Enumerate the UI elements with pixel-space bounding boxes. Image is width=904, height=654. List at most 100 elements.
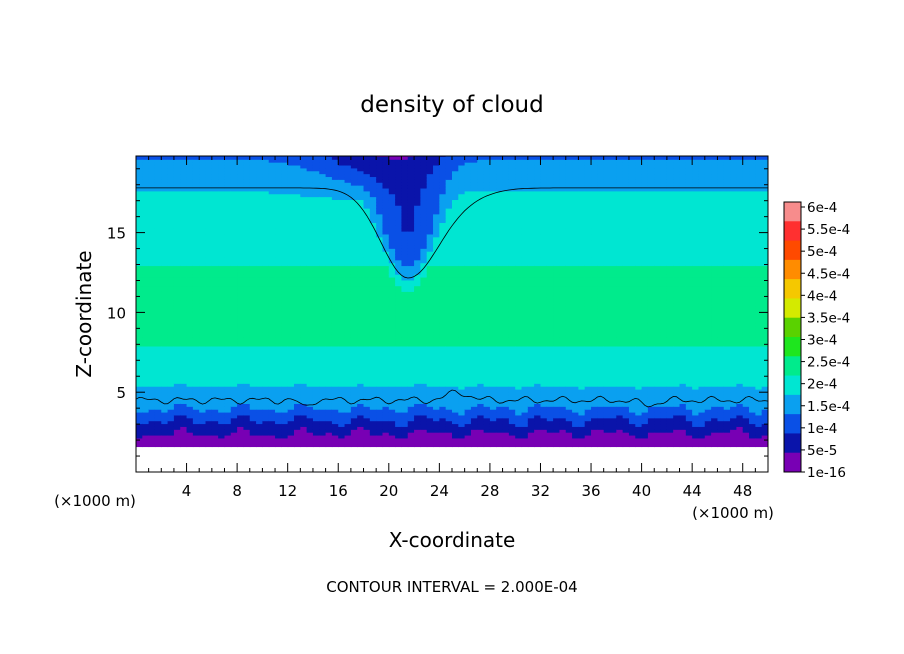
density-cell: [344, 434, 352, 439]
density-cell: [420, 429, 428, 433]
density-cell: [338, 414, 346, 419]
density-cell: [243, 302, 251, 307]
density-cell: [407, 440, 415, 445]
density-cell: [407, 236, 415, 241]
density-cell: [344, 374, 352, 379]
density-cell: [388, 420, 396, 425]
density-cell: [249, 351, 257, 356]
density-cell: [433, 394, 440, 399]
density-cell: [211, 360, 219, 364]
density-cell: [401, 216, 409, 221]
density-cell: [300, 179, 308, 183]
density-cell: [420, 256, 428, 261]
density-cell: [388, 437, 396, 442]
density-cell: [256, 208, 263, 212]
density-cell: [395, 308, 403, 313]
density-cell: [338, 196, 346, 201]
density-cell: [281, 208, 289, 212]
density-cell: [180, 256, 188, 261]
density-cell: [401, 414, 409, 419]
density-cell: [312, 317, 320, 321]
density-cell: [395, 156, 403, 160]
density-cell: [173, 320, 181, 324]
density-cell: [312, 320, 320, 324]
density-cell: [186, 294, 194, 298]
density-cell: [388, 228, 396, 232]
density-cell: [414, 242, 421, 246]
density-cell: [199, 423, 207, 427]
density-cell: [281, 383, 289, 387]
density-cell: [439, 334, 447, 338]
density-cell: [331, 282, 339, 287]
density-cell: [338, 357, 346, 361]
density-cell: [148, 305, 156, 310]
density-cell: [268, 337, 276, 341]
density-cell: [294, 239, 301, 244]
density-cell: [218, 429, 226, 433]
density-cell: [433, 199, 440, 203]
density-cell: [407, 182, 415, 186]
density-cell: [256, 288, 263, 292]
density-cell: [192, 205, 200, 209]
density-cell: [180, 159, 188, 163]
density-cell: [154, 239, 162, 244]
density-cell: [369, 268, 377, 272]
density-cell: [388, 268, 396, 272]
density-cell: [420, 170, 428, 175]
density-cell: [344, 305, 352, 310]
density-cell: [414, 239, 421, 244]
density-cell: [414, 282, 421, 287]
density-cell: [211, 187, 219, 192]
density-cell: [243, 245, 251, 249]
density-cell: [312, 228, 320, 232]
density-cell: [407, 205, 415, 209]
density-cell: [331, 176, 339, 180]
density-cell: [136, 228, 143, 232]
density-cell: [243, 423, 251, 427]
density-cell: [395, 282, 403, 287]
density-cell: [357, 279, 365, 284]
density-cell: [395, 360, 403, 364]
density-cell: [211, 371, 219, 376]
density-cell: [433, 443, 440, 448]
density-cell: [363, 374, 371, 379]
density-cell: [186, 380, 194, 384]
density-cell: [249, 205, 257, 209]
density-cell: [186, 185, 194, 189]
density-cell: [224, 345, 232, 350]
density-cell: [268, 400, 276, 404]
density-cell: [357, 360, 365, 364]
density-cell: [224, 403, 232, 407]
density-cell: [338, 308, 346, 313]
density-cell: [148, 411, 156, 416]
density-cell: [331, 374, 339, 379]
density-cell: [439, 259, 447, 264]
density-cell: [167, 354, 175, 359]
density-cell: [230, 190, 238, 195]
density-cell: [376, 374, 384, 379]
density-cell: [192, 368, 200, 373]
density-cell: [376, 236, 384, 241]
density-cell: [426, 420, 434, 425]
density-cell: [136, 426, 143, 430]
density-cell: [306, 233, 314, 238]
density-cell: [161, 389, 169, 393]
density-cell: [142, 302, 150, 307]
density-cell: [414, 185, 421, 189]
density-cell: [281, 236, 289, 241]
density-cell: [154, 265, 162, 269]
density-cell: [331, 357, 339, 361]
density-cell: [344, 334, 352, 338]
density-cell: [161, 432, 169, 436]
density-cell: [382, 271, 390, 275]
density-cell: [275, 317, 282, 321]
density-cell: [350, 363, 358, 367]
density-cell: [439, 262, 447, 267]
density-cell: [369, 205, 377, 209]
density-cell: [136, 443, 143, 448]
density-cell: [401, 231, 409, 235]
density-cell: [224, 262, 232, 267]
density-cell: [363, 176, 371, 180]
density-cell: [249, 179, 257, 183]
density-cell: [161, 348, 169, 353]
